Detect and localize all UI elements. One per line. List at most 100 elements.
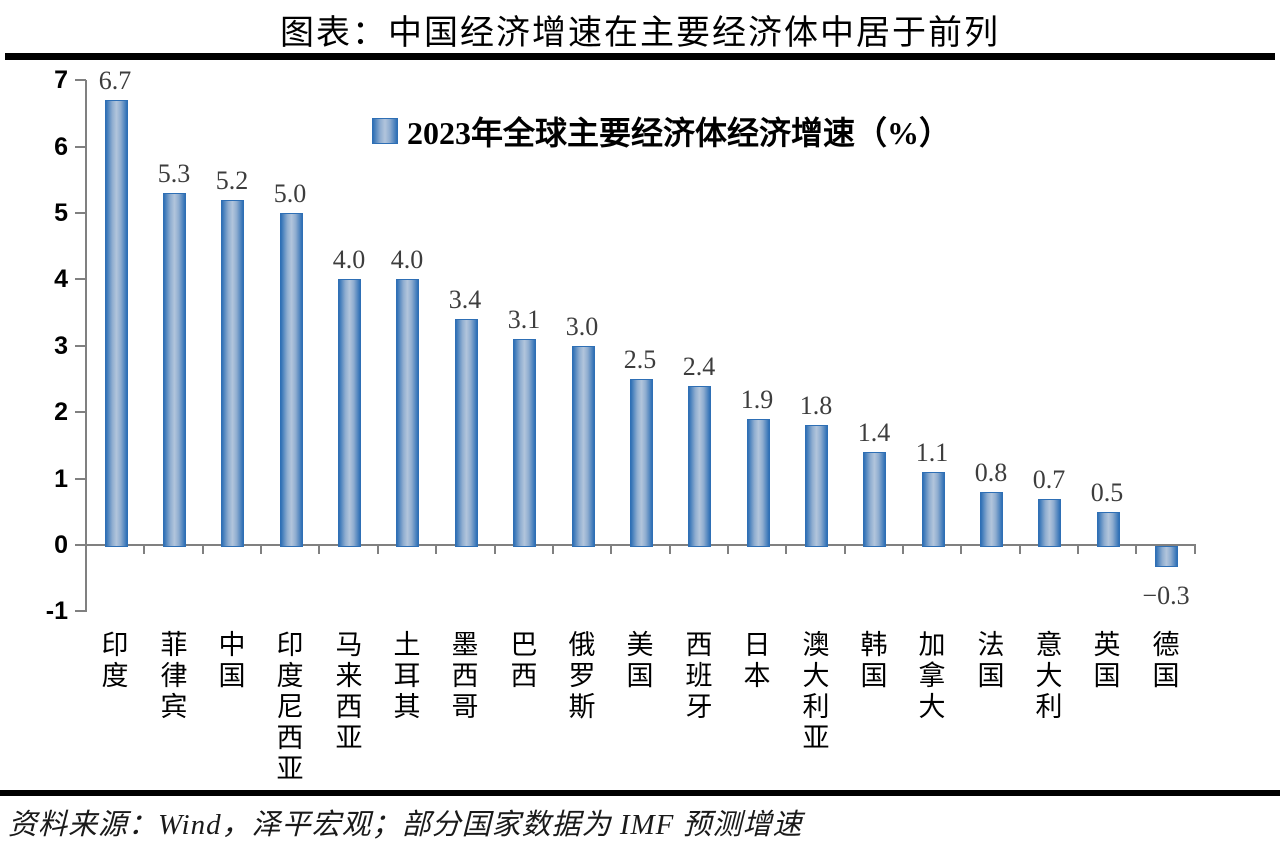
category-label: 俄罗斯 — [568, 630, 596, 722]
bar — [221, 200, 244, 547]
y-axis-label: 1 — [54, 465, 68, 493]
x-axis-tick — [1135, 546, 1137, 554]
category-label: 土耳其 — [393, 630, 421, 722]
bar — [922, 472, 945, 547]
bar-value-label: 1.4 — [857, 418, 891, 447]
x-axis-tick — [202, 546, 204, 554]
x-axis-tick — [727, 546, 729, 554]
y-axis-label: 3 — [54, 332, 68, 360]
bar — [163, 193, 186, 547]
page-title: 图表：中国经济增速在主要经济体中居于前列 — [280, 15, 1000, 52]
y-axis-label: 6 — [54, 133, 68, 161]
legend: 2023年全球主要经济体经济增速（%） — [372, 108, 951, 154]
category-label: 菲律宾 — [160, 630, 188, 722]
x-axis-tick — [318, 546, 320, 554]
y-axis-tick — [75, 544, 86, 546]
category-label: 加拿大 — [918, 630, 946, 722]
bar-value-label: −0.3 — [1142, 581, 1190, 610]
x-axis-tick — [960, 546, 962, 554]
y-axis-tick — [75, 411, 86, 413]
bar — [396, 279, 419, 547]
y-axis-tick — [75, 345, 86, 347]
category-label: 巴西 — [510, 630, 538, 691]
bar-value-label: 0.7 — [1032, 465, 1066, 494]
x-axis-tick — [143, 546, 145, 554]
bar — [747, 419, 770, 547]
bar — [338, 279, 361, 547]
x-axis-tick — [1194, 546, 1196, 554]
bar-value-label: 0.5 — [1090, 478, 1124, 507]
bar-value-label: 5.3 — [157, 159, 191, 188]
legend-marker-icon — [372, 118, 398, 144]
x-axis-tick — [435, 546, 437, 554]
category-label: 法国 — [977, 630, 1005, 691]
category-label: 韩国 — [860, 630, 888, 691]
top-divider — [5, 53, 1275, 60]
y-axis-tick — [75, 212, 86, 214]
bar-value-label: 0.8 — [974, 458, 1008, 487]
x-axis-tick — [669, 546, 671, 554]
y-axis-label: 5 — [54, 199, 68, 227]
y-axis-tick — [75, 146, 86, 148]
bar — [863, 452, 886, 547]
category-label: 日本 — [743, 630, 771, 691]
category-label: 德国 — [1152, 630, 1180, 691]
bottom-divider — [0, 790, 1280, 796]
bar — [1097, 512, 1120, 547]
bar — [630, 379, 653, 547]
category-label: 西班牙 — [685, 630, 713, 722]
x-axis-tick — [552, 546, 554, 554]
y-axis-tick — [75, 478, 86, 480]
bar-value-label: 3.0 — [565, 312, 599, 341]
x-axis-tick — [844, 546, 846, 554]
y-axis-tick — [75, 610, 86, 612]
bar-value-label: 6.7 — [98, 66, 132, 95]
bar-value-label: 1.8 — [799, 391, 833, 420]
bar — [805, 425, 828, 547]
category-label: 澳大利亚 — [802, 630, 830, 753]
y-axis-label: -1 — [45, 597, 68, 625]
category-label: 印度 — [101, 630, 129, 691]
legend-label: 2023年全球主要经济体经济增速（%） — [407, 115, 952, 151]
bar — [1155, 546, 1178, 567]
bar-value-label: 2.4 — [682, 352, 716, 381]
bar-value-label: 4.0 — [390, 245, 424, 274]
bar-value-label: 5.0 — [273, 179, 307, 208]
x-axis-tick — [494, 546, 496, 554]
x-axis-tick — [260, 546, 262, 554]
bar-value-label: 3.4 — [448, 285, 482, 314]
category-label: 意大利 — [1035, 630, 1063, 722]
bar — [980, 492, 1003, 547]
category-label: 马来西亚 — [335, 630, 363, 753]
x-axis-tick — [785, 546, 787, 554]
category-label: 墨西哥 — [451, 630, 479, 722]
y-axis-tick — [75, 79, 86, 81]
category-label: 英国 — [1093, 630, 1121, 691]
bar — [688, 386, 711, 547]
category-label: 中国 — [218, 630, 246, 691]
bar-value-label: 3.1 — [507, 305, 541, 334]
bar — [513, 339, 536, 547]
x-axis-tick — [1019, 546, 1021, 554]
bar-value-label: 4.0 — [332, 245, 366, 274]
y-axis-line — [85, 80, 87, 612]
x-axis-tick — [1077, 546, 1079, 554]
y-axis-label: 4 — [54, 265, 68, 293]
bar-value-label: 1.9 — [740, 385, 774, 414]
source-note: 资料来源：Wind，泽平宏观；部分国家数据为 IMF 预测增速 — [8, 809, 803, 841]
y-axis-label: 2 — [54, 398, 68, 426]
x-axis-tick — [902, 546, 904, 554]
category-label: 美国 — [626, 630, 654, 691]
bar-value-label: 5.2 — [215, 166, 249, 195]
y-axis-label: 0 — [54, 531, 68, 559]
bar — [1038, 499, 1061, 547]
bar — [105, 100, 128, 547]
x-axis-tick — [610, 546, 612, 554]
y-axis-label: 7 — [54, 66, 68, 94]
x-axis-tick — [377, 546, 379, 554]
y-axis-tick — [75, 278, 86, 280]
bar — [280, 213, 303, 547]
bar — [572, 346, 595, 547]
category-label: 印度尼西亚 — [276, 630, 304, 784]
